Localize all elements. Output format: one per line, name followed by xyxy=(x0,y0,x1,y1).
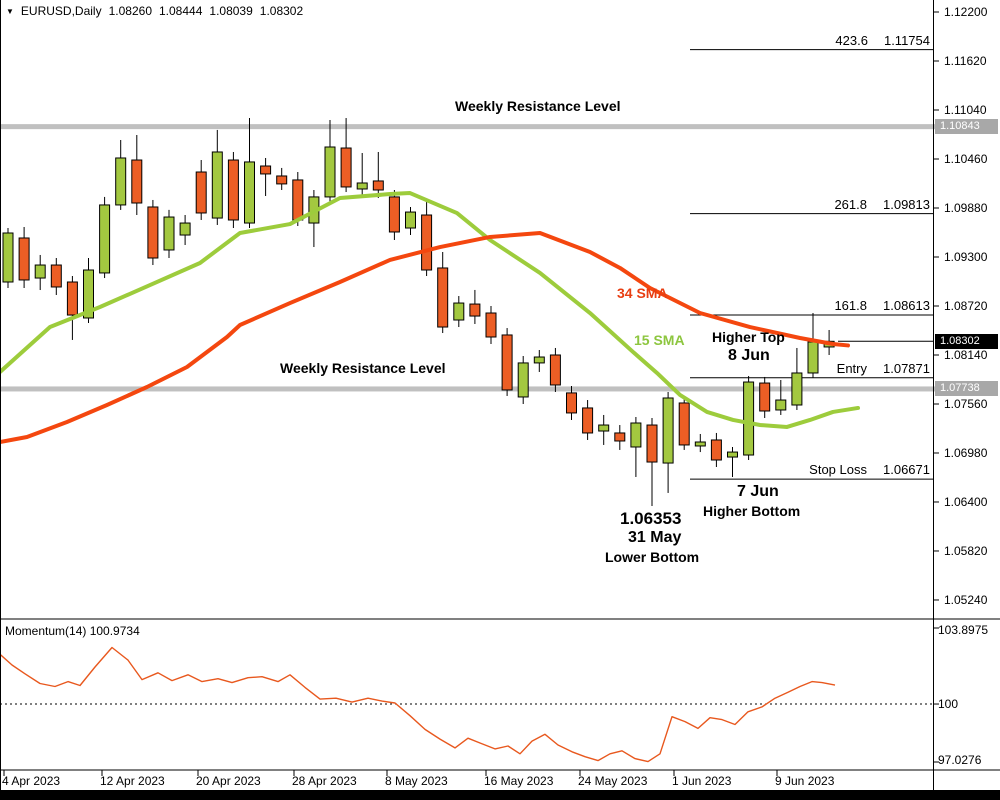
candle-body xyxy=(18,237,30,281)
candle-body xyxy=(388,196,400,233)
candle-body xyxy=(469,303,481,317)
candle-body xyxy=(131,159,143,204)
candle-body xyxy=(260,165,272,175)
bottom-bar xyxy=(0,790,1000,800)
candle-body xyxy=(340,147,352,188)
candle-body xyxy=(292,179,304,221)
candle-body xyxy=(356,182,368,190)
resistance-band xyxy=(0,124,935,130)
candle-body xyxy=(324,146,336,198)
candle-body xyxy=(710,439,722,461)
momentum-line xyxy=(0,646,836,763)
34-sma-line xyxy=(0,230,850,445)
candle-body xyxy=(372,180,384,191)
candle-body xyxy=(646,424,658,463)
candle-body xyxy=(163,216,175,251)
candle-body xyxy=(807,341,819,374)
candle-body xyxy=(227,159,239,221)
candle-body xyxy=(727,451,738,458)
candle-body xyxy=(533,356,545,364)
candle-body xyxy=(694,441,706,447)
candle-body xyxy=(759,382,771,412)
candle-body xyxy=(582,407,594,434)
candle-body xyxy=(501,334,513,391)
candle-body xyxy=(743,381,755,456)
candle-body xyxy=(421,214,433,271)
candle-body xyxy=(775,399,787,411)
resistance-band xyxy=(0,386,935,392)
candle-body xyxy=(276,175,288,185)
candle-body xyxy=(66,281,78,316)
candle-body xyxy=(2,232,14,283)
candle-body xyxy=(83,269,94,319)
candle-body xyxy=(630,422,642,448)
candle-body xyxy=(791,372,803,406)
candle-body xyxy=(453,302,465,321)
candle-body xyxy=(195,171,207,214)
candle-body xyxy=(244,161,255,224)
candle-body xyxy=(437,267,449,328)
candle-body xyxy=(566,392,577,414)
candle-body xyxy=(614,432,626,442)
candle-body xyxy=(517,362,529,398)
candle-body xyxy=(662,397,674,464)
candle-body xyxy=(211,151,223,219)
candle-body xyxy=(179,222,191,236)
candle-body xyxy=(678,402,690,446)
15-sma-line xyxy=(0,191,860,429)
candle-body xyxy=(549,354,561,386)
candle-body xyxy=(485,312,497,338)
candle-body xyxy=(34,264,46,279)
candle-body xyxy=(598,424,610,432)
candle-body xyxy=(50,264,62,288)
candle-body xyxy=(405,211,416,229)
candle-body xyxy=(115,157,127,206)
candle-body xyxy=(99,204,111,274)
candle-body xyxy=(147,206,159,259)
